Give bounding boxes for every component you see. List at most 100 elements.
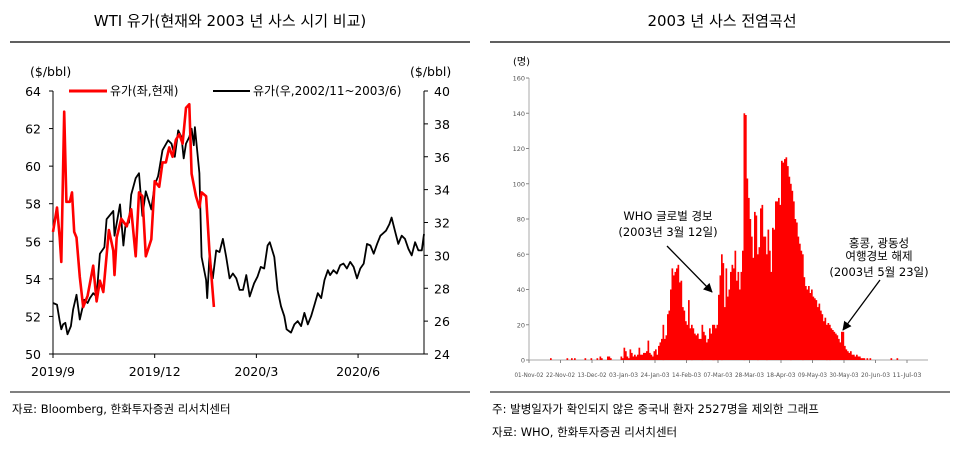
case-bar	[652, 356, 654, 360]
case-bar	[691, 324, 693, 361]
case-bar	[688, 300, 690, 360]
y-tick-label: 120	[513, 145, 525, 153]
case-bar	[809, 293, 812, 360]
case-bar	[856, 354, 858, 360]
legend-label-current: 유가(좌,현재)	[110, 84, 178, 98]
annotation-who-line2: (2003년 3월 12일)	[618, 225, 717, 239]
case-bar	[757, 254, 759, 361]
case-bar	[788, 176, 791, 360]
y-tick-label: 20	[517, 321, 525, 329]
case-bar	[718, 294, 720, 360]
x-tick-label: 22-Nov-02	[546, 371, 575, 379]
x-tick-label: 20-Jun-03	[861, 371, 890, 379]
case-bar	[728, 289, 731, 360]
x-tick-label: 01-Nov-02	[515, 371, 544, 379]
case-bar	[719, 275, 722, 360]
case-bar	[794, 219, 797, 360]
case-bar	[797, 236, 800, 360]
case-bar	[679, 282, 681, 360]
case-bar	[808, 286, 810, 360]
case-bar	[823, 321, 825, 360]
case-bar	[722, 263, 725, 360]
case-bar	[896, 358, 899, 360]
y-left-tick-label: 50	[25, 347, 41, 362]
case-bar	[632, 356, 635, 360]
case-bar	[803, 277, 806, 360]
x-tick-label: 03-Jan-03	[609, 371, 638, 379]
y-left-tick-label: 64	[25, 84, 41, 99]
case-bar	[806, 289, 809, 360]
wti-chart: 50 52 54 56 58 60 62 64 24 26 28 30 32 34 36 38 40 2019/9…	[25, 84, 450, 379]
case-bar	[670, 289, 672, 360]
y-tick-label: 40	[517, 286, 525, 294]
case-bar	[784, 159, 786, 360]
case-bar	[782, 162, 785, 360]
case-bar	[622, 358, 624, 360]
case-bar	[682, 307, 684, 360]
case-bar	[607, 356, 609, 360]
case-bar	[658, 345, 660, 360]
case-bar	[838, 338, 840, 360]
case-bar	[787, 166, 789, 360]
case-bar	[725, 268, 728, 360]
case-bar	[817, 307, 819, 360]
case-bar	[859, 356, 861, 360]
case-bar	[628, 358, 630, 360]
case-bar	[712, 324, 714, 361]
case-bar	[550, 358, 552, 360]
case-bar	[610, 358, 612, 360]
case-bar	[656, 354, 659, 360]
y-tick-label: 0	[521, 357, 525, 365]
y-tick-label: 100	[513, 180, 525, 188]
case-bar	[662, 324, 665, 361]
arrow-icon	[842, 279, 881, 331]
case-bar	[767, 229, 770, 360]
case-bar	[623, 347, 626, 360]
y-left-tick-label: 56	[25, 234, 41, 249]
x-tick-label: 2019/9	[31, 364, 75, 379]
case-bar	[631, 352, 633, 360]
left-source: 자료: Bloomberg, 한화투자증권 리서치센터	[12, 402, 231, 416]
case-bar	[863, 358, 866, 360]
series-line-current	[51, 102, 216, 309]
y-left-tick-label: 60	[25, 159, 41, 174]
case-bar	[826, 324, 828, 361]
case-bar	[737, 271, 740, 360]
case-bar	[790, 183, 792, 361]
left-axis-unit: ($/bbl)	[30, 64, 71, 79]
case-bar	[715, 328, 717, 360]
legend: 유가(좌,현재) 유가(우,2002/11~2003/6)	[69, 84, 401, 98]
case-bar	[811, 289, 813, 360]
case-bar	[701, 324, 704, 361]
case-bar	[620, 356, 623, 360]
case-bar	[772, 227, 774, 360]
case-bar	[862, 358, 864, 360]
case-bar	[773, 229, 776, 360]
case-bar	[814, 298, 816, 360]
case-bar	[733, 268, 735, 360]
case-bar	[640, 354, 642, 360]
case-bar	[799, 243, 801, 360]
case-bar	[836, 335, 839, 360]
case-bar	[833, 331, 836, 360]
case-bar	[671, 268, 674, 360]
y-tick-label: 80	[517, 216, 525, 224]
right-axis-unit: ($/bbl)	[410, 64, 451, 79]
case-bar	[694, 333, 696, 360]
case-bar	[854, 356, 857, 360]
case-bar	[766, 254, 768, 361]
case-bar	[869, 358, 872, 360]
case-bar	[664, 338, 666, 360]
case-bar	[776, 201, 779, 360]
case-bar	[754, 211, 756, 360]
case-bar	[716, 324, 719, 361]
case-bar	[734, 250, 737, 360]
case-bar	[674, 271, 677, 360]
case-bar	[739, 289, 741, 360]
case-bar	[752, 257, 755, 360]
y-unit-label: (명)	[513, 56, 530, 68]
case-bar	[866, 358, 869, 360]
case-bar	[710, 333, 713, 360]
